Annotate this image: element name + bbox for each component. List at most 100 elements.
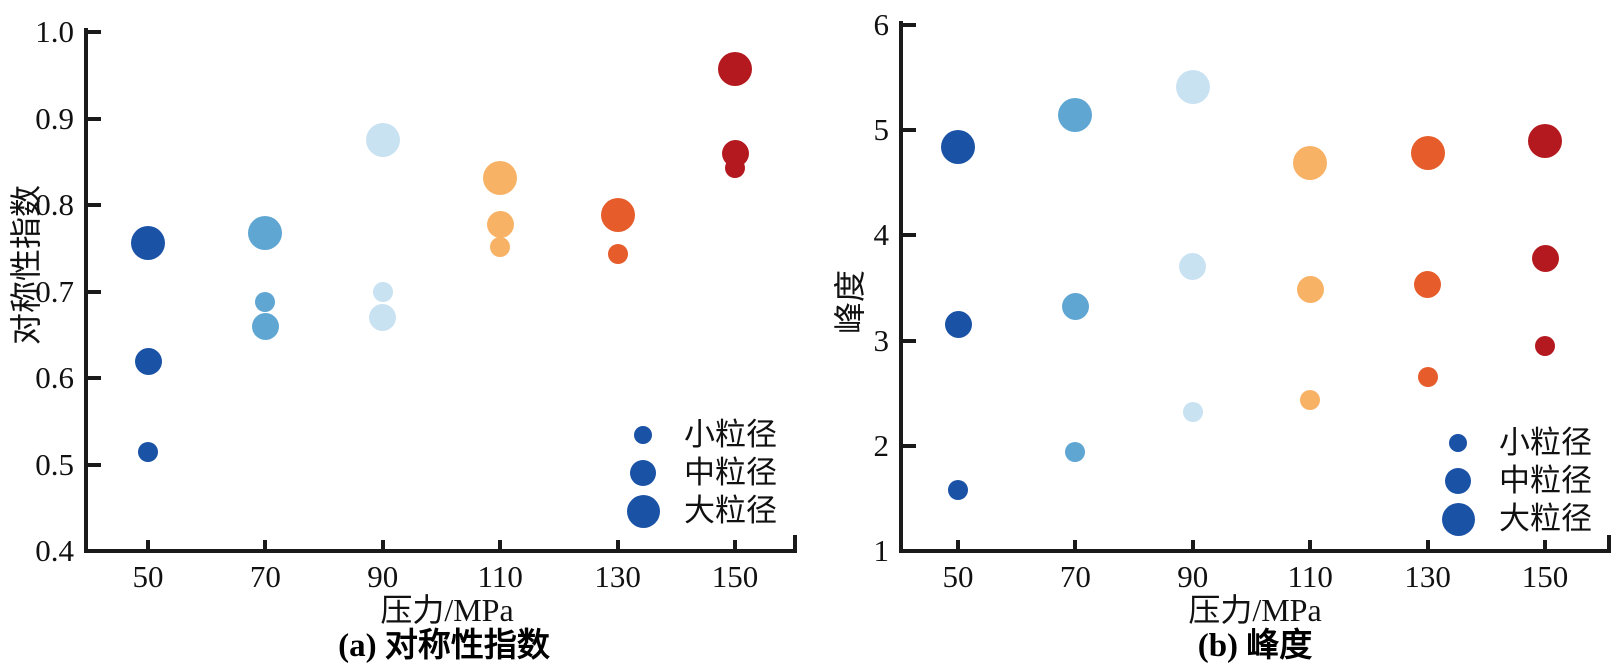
x-tick (615, 540, 620, 553)
y-tick (88, 289, 101, 294)
y-tick-label: 1.0 (35, 14, 74, 49)
y-tick-label: 0.8 (35, 187, 74, 222)
y-tick (903, 128, 916, 133)
y-tick (88, 203, 101, 207)
data-point (486, 210, 514, 238)
data-point (1065, 442, 1086, 463)
data-point (948, 479, 968, 500)
x-axis-label-b: 压力/MPa (1188, 592, 1322, 628)
data-point (1414, 271, 1442, 299)
x-tick (498, 540, 503, 553)
y-tick (88, 30, 101, 34)
y-tick (903, 23, 916, 27)
legend-label-small: 小粒径 (684, 417, 777, 452)
data-point (372, 282, 393, 303)
x-axis-end-cap (1607, 535, 1611, 553)
data-point (1293, 145, 1328, 180)
data-point (138, 441, 158, 462)
data-point (1296, 275, 1324, 303)
data-point (607, 244, 628, 265)
data-point (483, 161, 518, 196)
x-tick (146, 540, 150, 553)
data-point (600, 197, 635, 232)
panel-caption-a: (a) 对称性指数 (338, 628, 550, 664)
data-point (490, 237, 511, 258)
data-point (1182, 402, 1203, 423)
x-tick-label: 50 (132, 559, 164, 594)
data-point (131, 226, 165, 261)
data-point (941, 130, 975, 165)
x-tick (1073, 540, 1078, 553)
y-tick (88, 549, 101, 553)
y-tick-label: 2 (873, 427, 890, 463)
data-point (369, 303, 397, 331)
y-tick-label: 1 (873, 533, 890, 568)
y-tick (88, 462, 101, 467)
y-tick-label: 6 (873, 7, 890, 42)
legend-dot-large (626, 494, 660, 528)
x-axis-line (899, 549, 1611, 553)
data-point (1061, 293, 1089, 321)
data-point (1417, 367, 1438, 388)
legend-label-large: 大粒径 (1499, 501, 1592, 536)
data-point (1175, 70, 1210, 105)
data-point (718, 52, 752, 87)
x-axis-line (84, 549, 797, 553)
data-point (134, 348, 162, 376)
x-tick (956, 540, 960, 553)
y-tick (903, 338, 916, 343)
x-tick-label: 110 (477, 559, 523, 594)
x-tick-label: 150 (1521, 559, 1569, 594)
data-point (251, 312, 279, 340)
data-point (1531, 245, 1559, 273)
legend-dot-small (634, 426, 652, 444)
y-tick-label: 3 (873, 322, 890, 358)
x-tick (1308, 540, 1313, 553)
legend-dot-small (1449, 434, 1467, 452)
y-tick-label: 4 (873, 217, 890, 253)
x-tick-label: 70 (249, 559, 281, 594)
data-point (1300, 389, 1321, 410)
y-tick (903, 443, 916, 448)
y-tick-label: 0.9 (35, 100, 74, 136)
data-point (1535, 335, 1555, 356)
y-tick-label: 0.4 (35, 533, 74, 568)
y-tick-label: 5 (873, 112, 890, 148)
x-tick (380, 540, 385, 553)
x-tick-label: 90 (1177, 559, 1209, 594)
legend-label-medium: 中粒径 (1499, 463, 1592, 498)
y-axis-line (899, 21, 903, 553)
x-tick (263, 540, 268, 553)
data-point (1410, 136, 1445, 171)
x-tick (1425, 540, 1430, 553)
y-tick (88, 376, 101, 380)
data-point (1058, 98, 1093, 133)
legend-label-large: 大粒径 (684, 493, 777, 528)
y-tick (88, 116, 101, 121)
legend-label-small: 小粒径 (1499, 425, 1592, 460)
legend-dot-large (1441, 502, 1475, 536)
y-tick-label: 0.6 (35, 360, 74, 395)
y-tick (903, 233, 916, 238)
data-point (944, 311, 972, 339)
legend-label-medium: 中粒径 (684, 455, 777, 490)
x-tick-label: 110 (1287, 559, 1333, 594)
y-tick (903, 549, 916, 553)
x-tick (1190, 540, 1195, 553)
y-axis-line (84, 28, 88, 553)
x-tick-label: 50 (942, 559, 974, 594)
data-point (1528, 123, 1562, 158)
legend-dot-medium (1445, 468, 1471, 494)
data-point (365, 123, 400, 158)
legend-dot-medium (630, 460, 656, 486)
data-point (725, 157, 745, 178)
x-axis-end-cap (793, 535, 797, 553)
x-tick (733, 540, 737, 553)
data-point (248, 215, 283, 250)
x-tick (1543, 540, 1547, 553)
x-axis-label-a: 压力/MPa (380, 592, 514, 628)
x-tick-label: 150 (711, 559, 759, 594)
panel-caption-b: (b) 峰度 (1197, 628, 1313, 664)
x-tick-label: 70 (1059, 559, 1091, 594)
